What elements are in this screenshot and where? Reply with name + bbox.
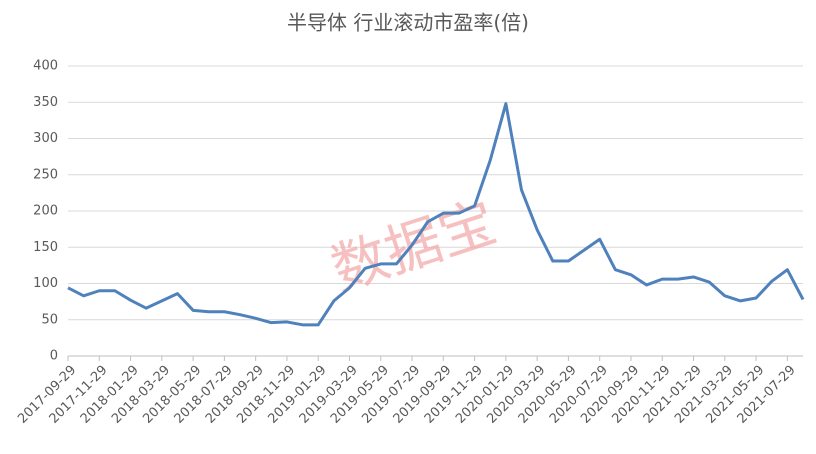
line-series xyxy=(67,102,805,327)
y-tick-label: 100 xyxy=(33,276,58,291)
y-tick-label: 200 xyxy=(33,204,58,219)
y-tick-label: 300 xyxy=(33,131,58,146)
y-tick-label: 350 xyxy=(33,95,58,110)
chart-title: 半导体 行业滚动市盈率(倍) xyxy=(287,11,529,35)
y-tick-label: 0 xyxy=(50,349,58,364)
y-tick-label: 150 xyxy=(33,240,58,255)
y-tick-label: 250 xyxy=(33,167,58,182)
y-tick-label: 50 xyxy=(41,312,58,327)
y-tick-label: 400 xyxy=(33,59,58,74)
